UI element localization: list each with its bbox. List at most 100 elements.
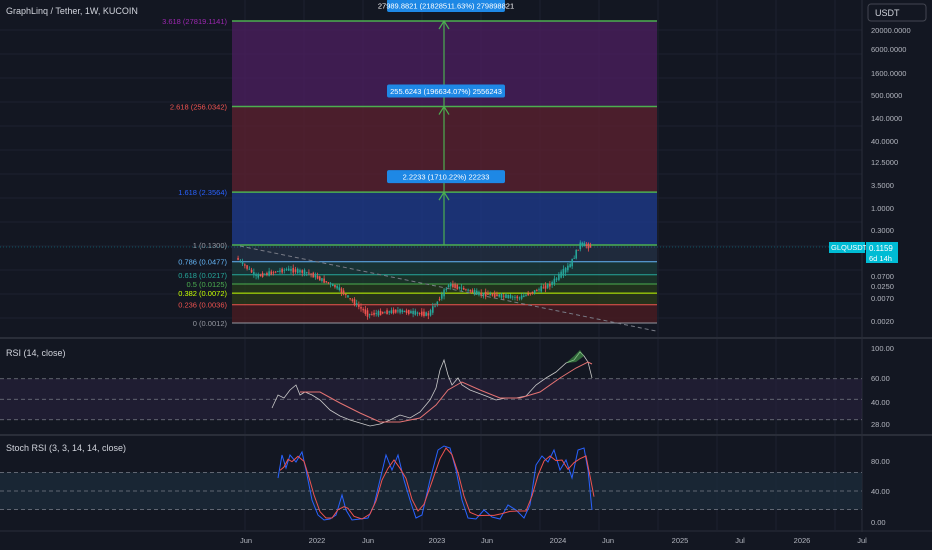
candle-body [414, 310, 417, 315]
candle-body [533, 290, 536, 294]
time-axis-label: Jun [362, 536, 374, 545]
candle-body [520, 295, 523, 299]
candle-body [379, 310, 382, 316]
candle-body [248, 268, 251, 270]
candle-body [375, 313, 378, 314]
candle-body [403, 310, 406, 313]
price-tag-countdown: 6d 14h [869, 254, 892, 263]
rsi-title: RSI (14, close) [6, 348, 66, 358]
candle-body [239, 260, 242, 262]
fib-label: 0.786 (0.0477) [178, 258, 227, 267]
candle-body [270, 271, 273, 275]
candle-body [334, 284, 336, 288]
rsi-pane: 100.00 60.00 40.00 28.00 [0, 344, 894, 429]
measure-arrowhead [438, 19, 450, 30]
stoch-axis-tick: 0.00 [871, 518, 886, 527]
candle-body [577, 249, 580, 251]
candle-body [546, 284, 549, 288]
rsi-axis-tick: 28.00 [871, 420, 890, 429]
candle-body [255, 274, 257, 276]
candle-body [285, 269, 288, 271]
candle-body [420, 311, 423, 316]
candle-body [274, 271, 277, 273]
price-axis-bg [862, 0, 932, 532]
candle-body [516, 296, 519, 299]
candle-body [465, 289, 467, 291]
candle-body [585, 244, 588, 246]
candle-body [473, 290, 476, 295]
candle-body [484, 291, 487, 297]
candle-body [331, 283, 334, 287]
candle-body [316, 276, 319, 279]
rsi-axis-tick: 40.00 [871, 398, 890, 407]
fib-label: 0.618 (0.0217) [178, 271, 227, 280]
fib-label: 0 (0.0012) [193, 319, 228, 328]
measure-label: 27989.8821 (21828511.63%) 279898821 [378, 2, 514, 11]
candle-body [536, 290, 538, 292]
measure-label: 2.2233 (1710.22%) 22233 [403, 173, 490, 182]
candle-body [353, 299, 356, 305]
candle-body [261, 272, 264, 277]
fib-labels: 3.618 (27819.1141) 2.618 (256.0342) 1.618 … [162, 17, 227, 328]
candle-body [368, 313, 371, 315]
currency-button[interactable]: USDT [867, 3, 927, 22]
candle-body [347, 295, 349, 298]
candle-body [471, 290, 474, 293]
fib-label: 0.382 (0.0072) [178, 289, 227, 298]
candle-body [394, 309, 397, 313]
candle-body [531, 291, 534, 294]
candle-body [502, 295, 505, 297]
fib-label: 3.618 (27819.1141) [162, 17, 227, 26]
candle-body [551, 282, 553, 286]
candle-body [259, 274, 262, 276]
candle-body [540, 286, 542, 292]
time-axis[interactable]: Jun 2022 Jun 2023 Jun 2024 Jun 2025 Jul 2026 Jul [240, 536, 867, 545]
candle-body [527, 293, 529, 296]
candle-body [257, 274, 260, 278]
candle-body [458, 286, 461, 289]
price-axis[interactable]: 20000.0000 6000.0000 1600.0000 500.0000 140.… [0, 0, 932, 532]
measure-group: 27989.8821 (21828511.63%) 279898821 255.6… [378, 0, 514, 245]
candles [237, 240, 592, 320]
stoch-axis-tick: 40.00 [871, 487, 890, 496]
candle-body [308, 272, 310, 274]
candle-body [454, 284, 456, 289]
candle-body [323, 278, 325, 283]
stoch-d-line [279, 447, 595, 520]
candle-body [318, 276, 321, 281]
candle-body [589, 245, 592, 248]
candle-body [268, 271, 270, 276]
price-axis-tick: 140.0000 [871, 114, 902, 123]
candle-body [529, 292, 532, 295]
fib-zone [232, 245, 657, 262]
candle-body [553, 278, 556, 284]
fib-zone [232, 261, 657, 275]
candle-body [558, 273, 560, 280]
candle-body [491, 294, 494, 296]
candle-body [410, 311, 412, 314]
candle-body [573, 257, 575, 259]
candle-body [425, 312, 427, 316]
fib-zone [232, 304, 657, 323]
rsi-axis-tick: 60.00 [871, 374, 890, 383]
candle-body [310, 273, 312, 275]
candle-body [507, 294, 510, 298]
time-axis-label: 2025 [672, 536, 689, 545]
time-axis-label: Jul [735, 536, 745, 545]
candle-body [509, 294, 512, 299]
candle-body [571, 258, 573, 267]
candle-body [544, 285, 547, 289]
candle-body [445, 289, 448, 291]
candle-body [362, 309, 364, 311]
price-axis-tick: 1.0000 [871, 204, 894, 213]
candle-body [281, 268, 283, 273]
candle-body [560, 271, 562, 278]
candle-body [405, 310, 408, 313]
time-axis-label: 2026 [794, 536, 811, 545]
stoch-title: Stoch RSI (3, 3, 14, 14, close) [6, 443, 126, 453]
candle-body [355, 303, 358, 305]
candle-body [447, 285, 450, 288]
candle-body [287, 268, 290, 271]
candle-body [511, 296, 514, 298]
